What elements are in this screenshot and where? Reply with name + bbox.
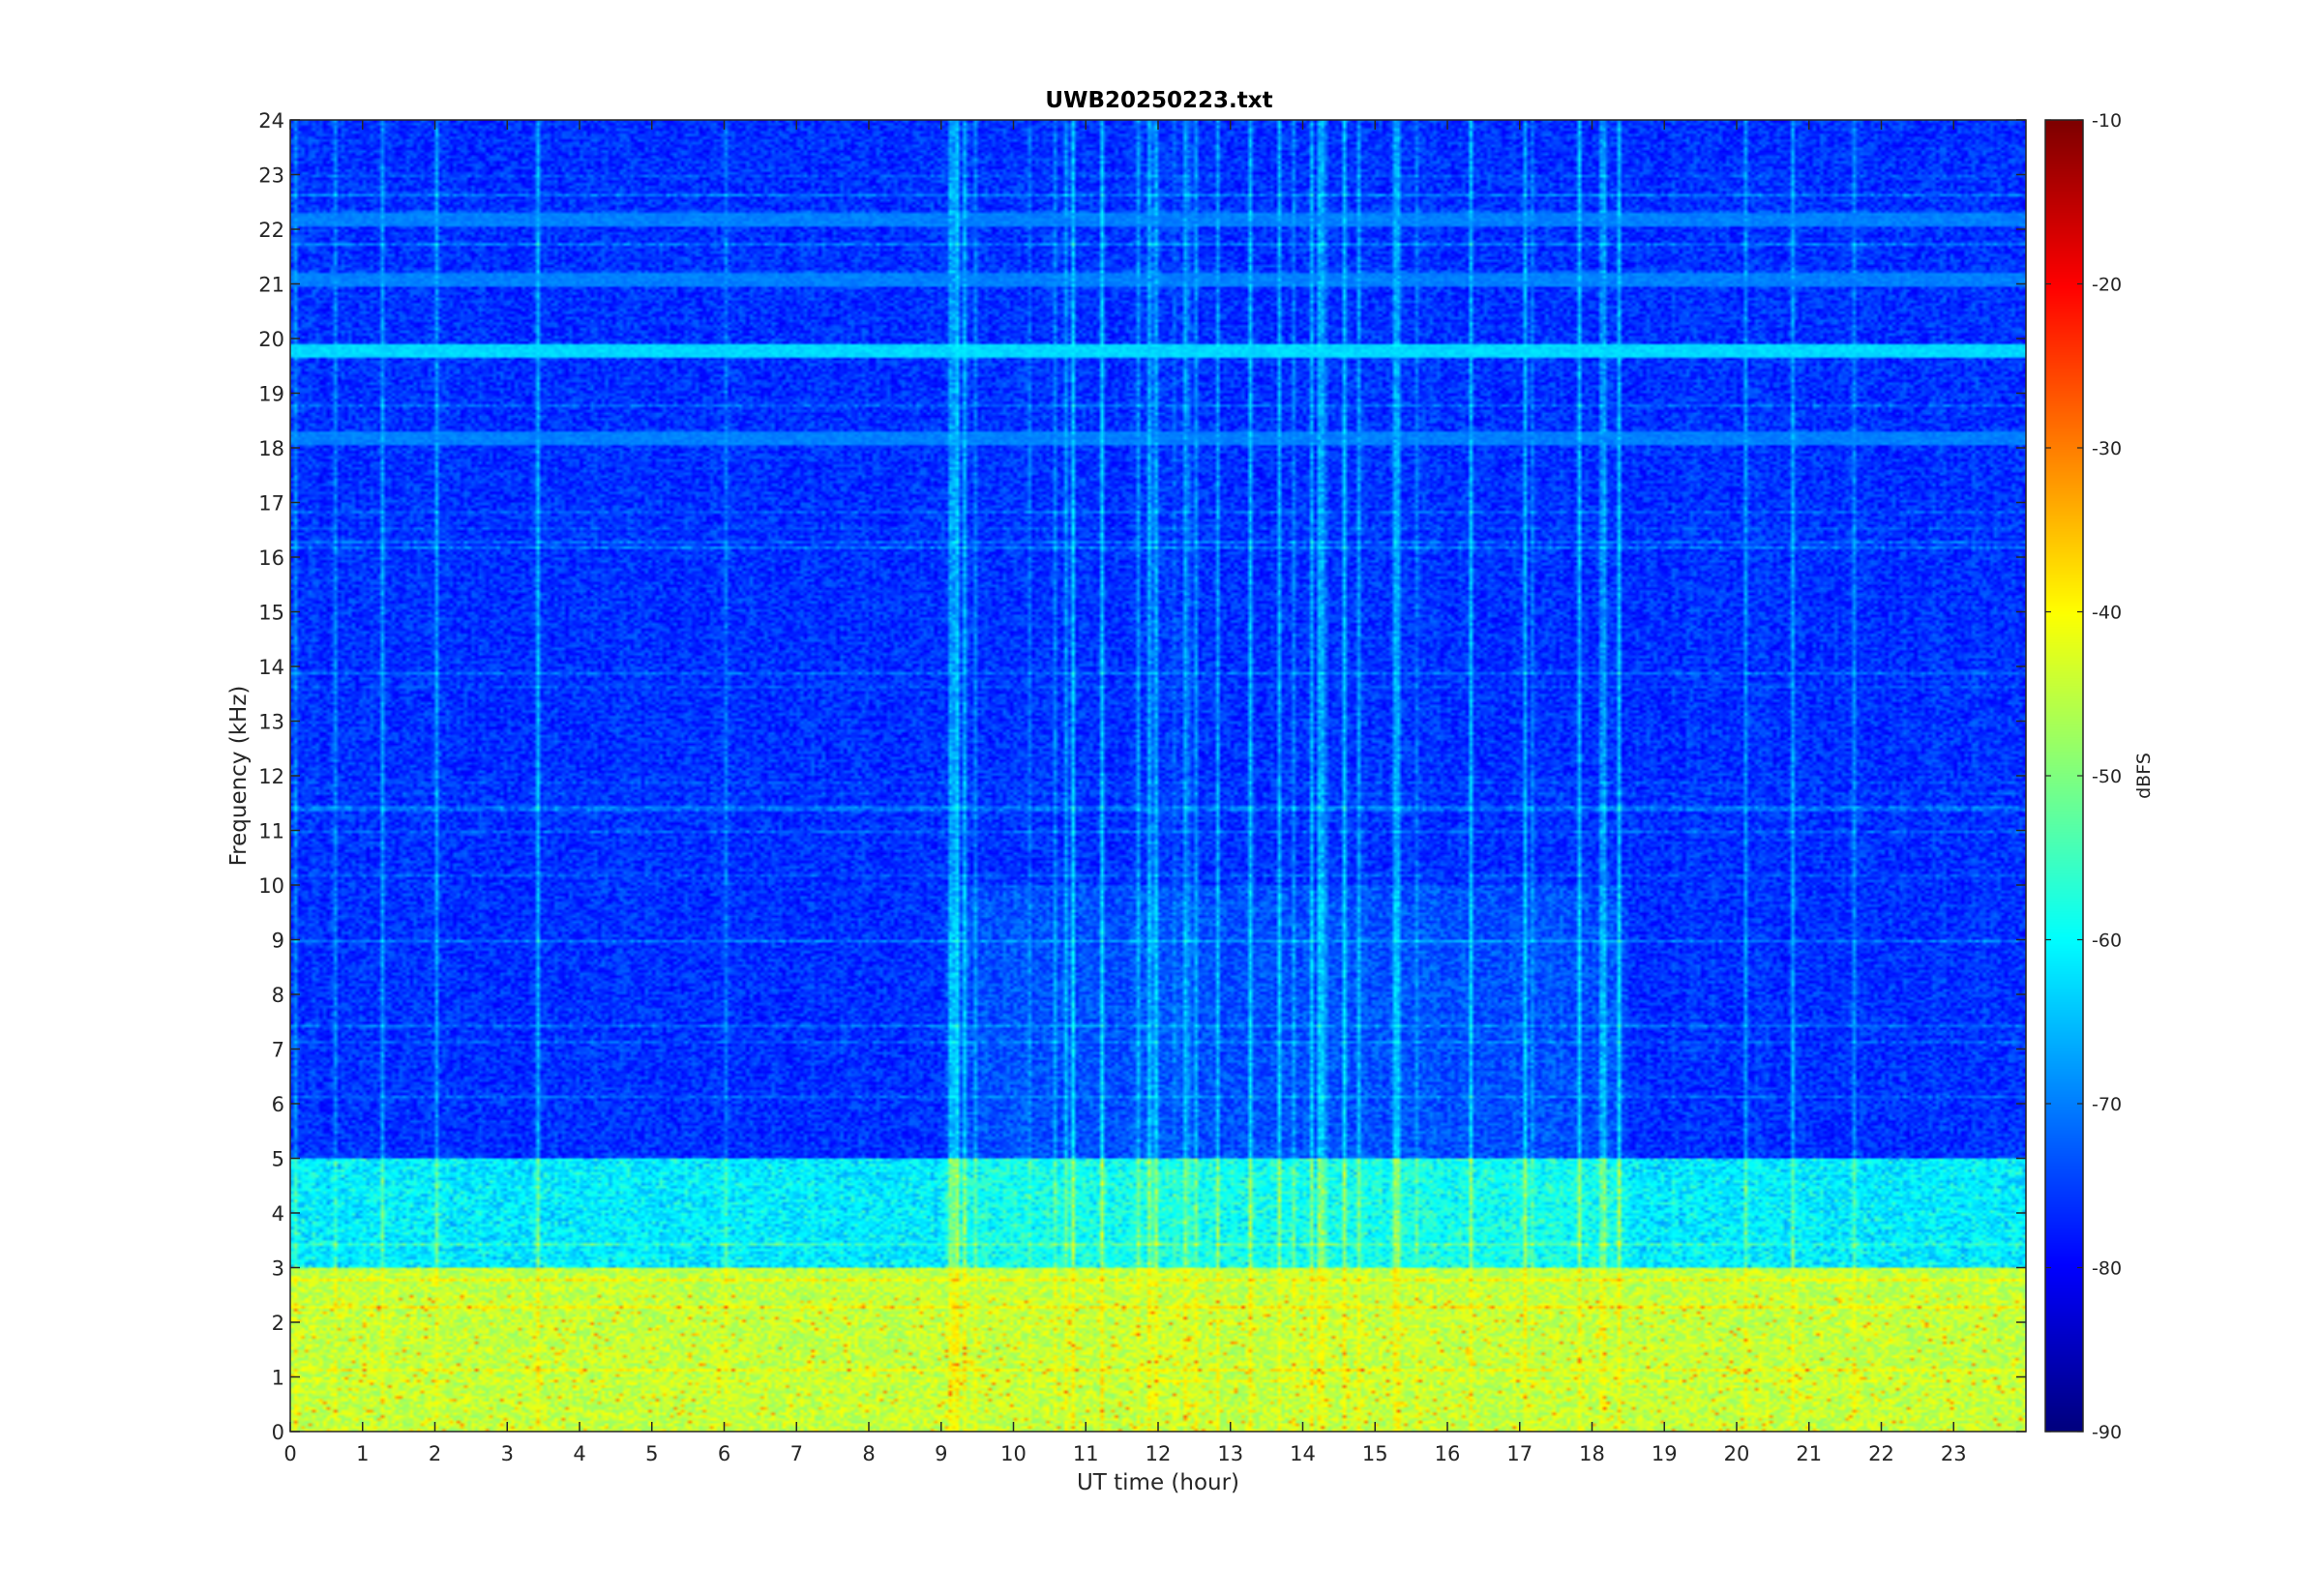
- x-tick-label: 6: [718, 1442, 730, 1465]
- x-tick-label: 19: [1652, 1442, 1678, 1465]
- colorbar-tick-label: -20: [2092, 275, 2122, 296]
- y-tick-label: 24: [258, 109, 284, 133]
- y-tick-label: 18: [258, 437, 284, 460]
- y-tick-label: 3: [272, 1257, 284, 1281]
- x-tick-label: 20: [1724, 1442, 1750, 1465]
- y-tick-label: 1: [272, 1367, 284, 1390]
- y-tick-label: 22: [258, 219, 284, 242]
- colorbar-tick-label: -70: [2092, 1094, 2122, 1115]
- x-tick-label: 4: [573, 1442, 585, 1465]
- colorbar-tick-label: -60: [2092, 931, 2122, 952]
- x-tick-label: 17: [1506, 1442, 1533, 1465]
- x-tick-label: 12: [1146, 1442, 1172, 1465]
- colorbar-tick-label: -90: [2092, 1422, 2122, 1443]
- x-tick-label: 7: [790, 1442, 803, 1465]
- x-tick-label: 8: [862, 1442, 875, 1465]
- x-tick-label: 0: [283, 1442, 296, 1465]
- colorbar-tick-label: -30: [2092, 438, 2122, 459]
- x-tick-label: 21: [1796, 1442, 1822, 1465]
- colorbar: -10 -20 -30 -40 -50 -60 -70 -80 -90 dBFS: [2044, 110, 2155, 1443]
- y-tick-label: 0: [272, 1421, 284, 1444]
- colorbar-tick-label: -80: [2092, 1258, 2122, 1280]
- y-axis-label: Frequency (kHz): [226, 686, 252, 867]
- y-tick-label: 5: [272, 1148, 284, 1171]
- colorbar-gradient: [2045, 120, 2083, 1432]
- y-tick-label: 8: [272, 984, 284, 1007]
- y-tick-label: 11: [258, 820, 284, 843]
- y-tick-label: 13: [258, 711, 284, 734]
- x-axis-label: UT time (hour): [1077, 1470, 1239, 1495]
- y-tick-label: 14: [258, 656, 284, 679]
- y-tick-label: 19: [258, 383, 284, 406]
- x-tick-label: 1: [356, 1442, 369, 1465]
- y-tick-label: 6: [272, 1093, 284, 1116]
- y-tick-label: 23: [258, 164, 284, 188]
- colorbar-tick-label: -50: [2092, 766, 2122, 787]
- y-tick-label: 9: [272, 930, 284, 953]
- x-tick-label: 16: [1435, 1442, 1461, 1465]
- x-tick-label: 10: [1000, 1442, 1027, 1465]
- x-tick-label: 13: [1217, 1442, 1243, 1465]
- y-tick-label: 12: [258, 765, 284, 788]
- colorbar-ticks: -10 -20 -30 -40 -50 -60 -70 -80 -90: [2045, 110, 2122, 1443]
- plot-area: [289, 119, 2027, 1433]
- y-tick-label: 2: [272, 1312, 284, 1335]
- colorbar-label: dBFS: [2133, 753, 2155, 799]
- x-tick-label: 15: [1362, 1442, 1388, 1465]
- y-tick-label: 15: [258, 602, 284, 625]
- colorbar-tick-label: -40: [2092, 603, 2122, 624]
- x-tick-label: 14: [1290, 1442, 1316, 1465]
- y-tick-label: 16: [258, 547, 284, 570]
- colorbar-tick-label: -10: [2092, 110, 2122, 132]
- x-tick-label: 22: [1868, 1442, 1894, 1465]
- x-tick-label: 2: [429, 1442, 441, 1465]
- y-tick-label: 4: [272, 1202, 284, 1226]
- y-tick-label: 20: [258, 328, 284, 351]
- y-tick-label: 10: [258, 874, 284, 898]
- x-tick-label: 23: [1941, 1442, 1967, 1465]
- x-tick-label: 11: [1073, 1442, 1099, 1465]
- y-tick-label: 7: [272, 1039, 284, 1062]
- x-axis-ticks: 0 1 2 3 4 5 6 7 8 9 10 11 12 13 14 15 16 17 18 19 20 21 22 23: [283, 120, 1967, 1465]
- chart-title: UWB20250223.txt: [1045, 88, 1272, 113]
- y-tick-label: 17: [258, 492, 284, 516]
- x-tick-label: 3: [501, 1442, 514, 1465]
- x-tick-label: 18: [1579, 1442, 1605, 1465]
- x-tick-label: 9: [935, 1442, 947, 1465]
- spectrogram-heatmap: [290, 120, 2026, 1432]
- y-tick-label: 21: [258, 274, 284, 297]
- x-tick-label: 5: [645, 1442, 658, 1465]
